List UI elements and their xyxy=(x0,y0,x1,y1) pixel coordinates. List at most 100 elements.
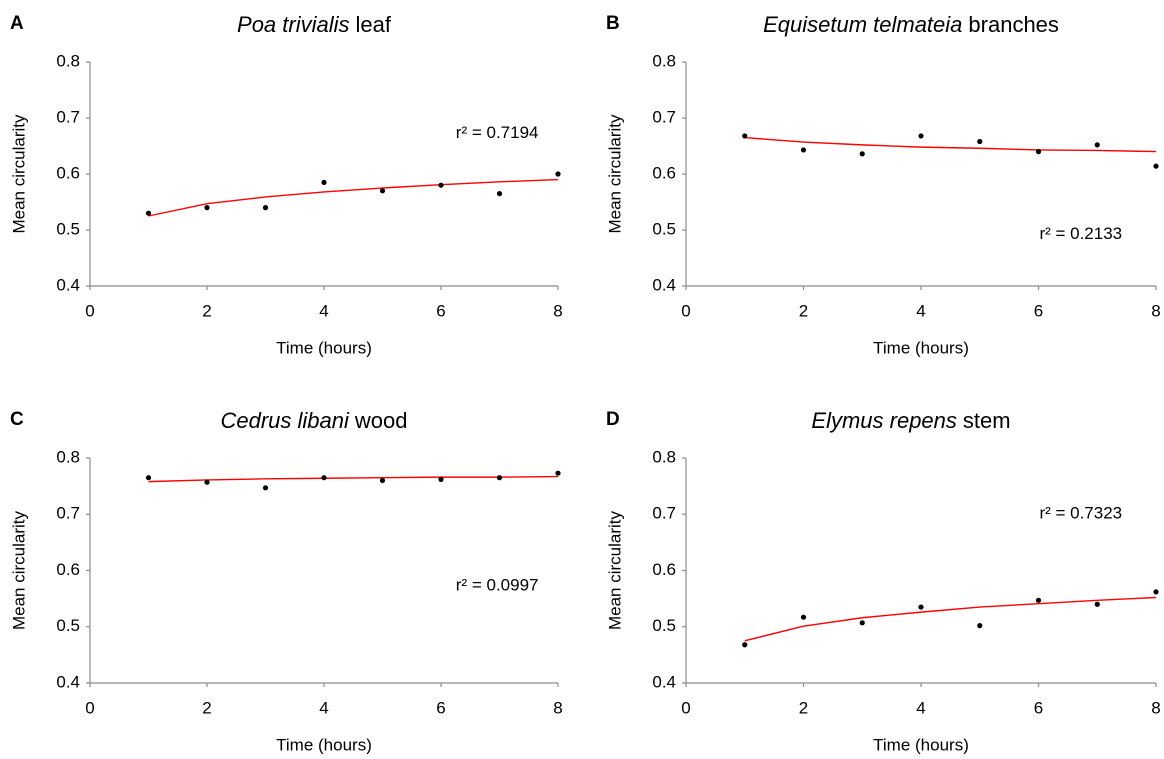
annotation: r² = 0.0997 xyxy=(456,576,539,595)
title-species: Elymus repens xyxy=(811,408,957,433)
x-tick-label: 0 xyxy=(85,698,94,717)
x-axis-label: Time (hours) xyxy=(276,338,372,357)
data-point xyxy=(321,475,327,481)
y-axis-label: Mean circularity xyxy=(9,510,28,630)
x-tick-label: 4 xyxy=(916,698,925,717)
panel-title: Equisetum telmateia branches xyxy=(763,12,1059,37)
fit-line xyxy=(744,596,1157,642)
y-tick-label: 0.7 xyxy=(652,504,676,523)
x-tick-label: 6 xyxy=(1034,698,1043,717)
x-tick-label: 2 xyxy=(202,698,211,717)
y-tick-label: 0.8 xyxy=(652,51,676,70)
y-tick-label: 0.6 xyxy=(56,560,80,579)
panel-title: Poa trivialis leaf xyxy=(237,12,392,37)
y-axis-label: Mean circularity xyxy=(605,114,624,234)
x-tick-label: 2 xyxy=(202,301,211,320)
data-point xyxy=(438,182,444,188)
panel: A Poa trivialis leaf 0.4 0.5 0.6 0.7 0.8 0 2 4 6 8 Ti… xyxy=(9,12,562,358)
data-point xyxy=(145,210,152,216)
data-point xyxy=(1035,149,1042,155)
panel: C Cedrus libani wood 0.4 0.5 0.6 0.7 0.8 0 2 4 6 8 Ti… xyxy=(9,408,562,755)
x-axis-label: Time (hours) xyxy=(276,735,372,754)
data-point xyxy=(742,642,748,648)
data-point xyxy=(145,475,152,481)
x-tick-label: 0 xyxy=(85,301,94,320)
title-part: leaf xyxy=(356,12,392,37)
data-point xyxy=(379,188,386,194)
x-tick-label: 2 xyxy=(799,301,808,320)
data-point xyxy=(438,476,444,482)
data-point xyxy=(262,205,269,211)
y-tick-label: 0.6 xyxy=(652,163,676,182)
title-species: Poa trivialis xyxy=(237,12,349,37)
data-point xyxy=(204,205,210,211)
x-tick-label: 6 xyxy=(1034,301,1043,320)
x-axis-label: Time (hours) xyxy=(873,338,969,357)
y-tick-label: 0.5 xyxy=(56,616,80,635)
panel-letter: B xyxy=(606,13,620,34)
title-part: branches xyxy=(968,12,1059,37)
y-tick-label: 0.7 xyxy=(56,504,80,523)
title-species: Cedrus libani xyxy=(221,408,351,433)
fit-line xyxy=(148,475,559,483)
data-point xyxy=(977,138,983,145)
data-point xyxy=(555,171,561,177)
fit-line xyxy=(744,136,1157,153)
x-tick-label: 2 xyxy=(799,698,808,717)
y-tick-label: 0.7 xyxy=(652,107,676,126)
y-tick-label: 0.4 xyxy=(652,275,676,294)
data-point xyxy=(1035,597,1042,603)
x-tick-label: 6 xyxy=(436,698,445,717)
x-tick-label: 4 xyxy=(319,301,328,320)
data-point xyxy=(379,477,386,484)
y-tick-label: 0.4 xyxy=(56,672,80,691)
data-point xyxy=(977,623,983,629)
data-point xyxy=(1094,601,1100,607)
data-point xyxy=(800,614,807,620)
y-tick-label: 0.5 xyxy=(652,616,676,635)
x-tick-label: 0 xyxy=(681,301,690,320)
x-tick-label: 6 xyxy=(436,301,445,320)
data-point xyxy=(800,147,807,153)
x-tick-label: 0 xyxy=(681,698,690,717)
annotation: r² = 0.7323 xyxy=(1039,504,1122,523)
y-tick-label: 0.5 xyxy=(56,219,80,238)
panel-letter: D xyxy=(606,409,620,430)
fit-line xyxy=(148,178,559,217)
data-point xyxy=(321,179,327,185)
title-part: wood xyxy=(354,408,408,433)
x-tick-label: 8 xyxy=(1151,301,1160,320)
data-point xyxy=(1094,142,1100,148)
y-tick-label: 0.8 xyxy=(56,447,80,466)
data-point xyxy=(859,620,865,626)
x-tick-label: 4 xyxy=(319,698,328,717)
data-point xyxy=(918,604,924,610)
y-tick-label: 0.6 xyxy=(56,163,80,182)
y-tick-label: 0.4 xyxy=(56,275,80,294)
x-tick-label: 8 xyxy=(553,301,562,320)
panel-letter: C xyxy=(10,409,24,430)
data-point xyxy=(1153,163,1159,169)
data-point xyxy=(555,470,561,476)
y-axis-label: Mean circularity xyxy=(9,114,28,234)
panel-title: Cedrus libani wood xyxy=(221,408,408,433)
y-tick-label: 0.7 xyxy=(56,107,80,126)
annotation: r² = 0.2133 xyxy=(1039,224,1122,243)
data-point xyxy=(262,485,269,491)
x-tick-label: 8 xyxy=(553,698,562,717)
x-axis-label: Time (hours) xyxy=(873,735,969,754)
panel: B Equisetum telmateia branches 0.4 0.5 0.6 0.7… xyxy=(605,12,1160,358)
y-axis-label: Mean circularity xyxy=(605,510,624,630)
data-point xyxy=(1153,589,1159,595)
data-point xyxy=(859,151,865,157)
panel-letter: A xyxy=(10,13,24,34)
y-tick-label: 0.5 xyxy=(652,219,676,238)
y-tick-label: 0.8 xyxy=(652,447,676,466)
data-point xyxy=(918,133,924,139)
x-tick-label: 8 xyxy=(1151,698,1160,717)
data-point xyxy=(204,479,210,485)
title-species: Equisetum telmateia xyxy=(763,12,962,37)
title-part: stem xyxy=(963,408,1011,433)
data-point xyxy=(496,475,503,481)
